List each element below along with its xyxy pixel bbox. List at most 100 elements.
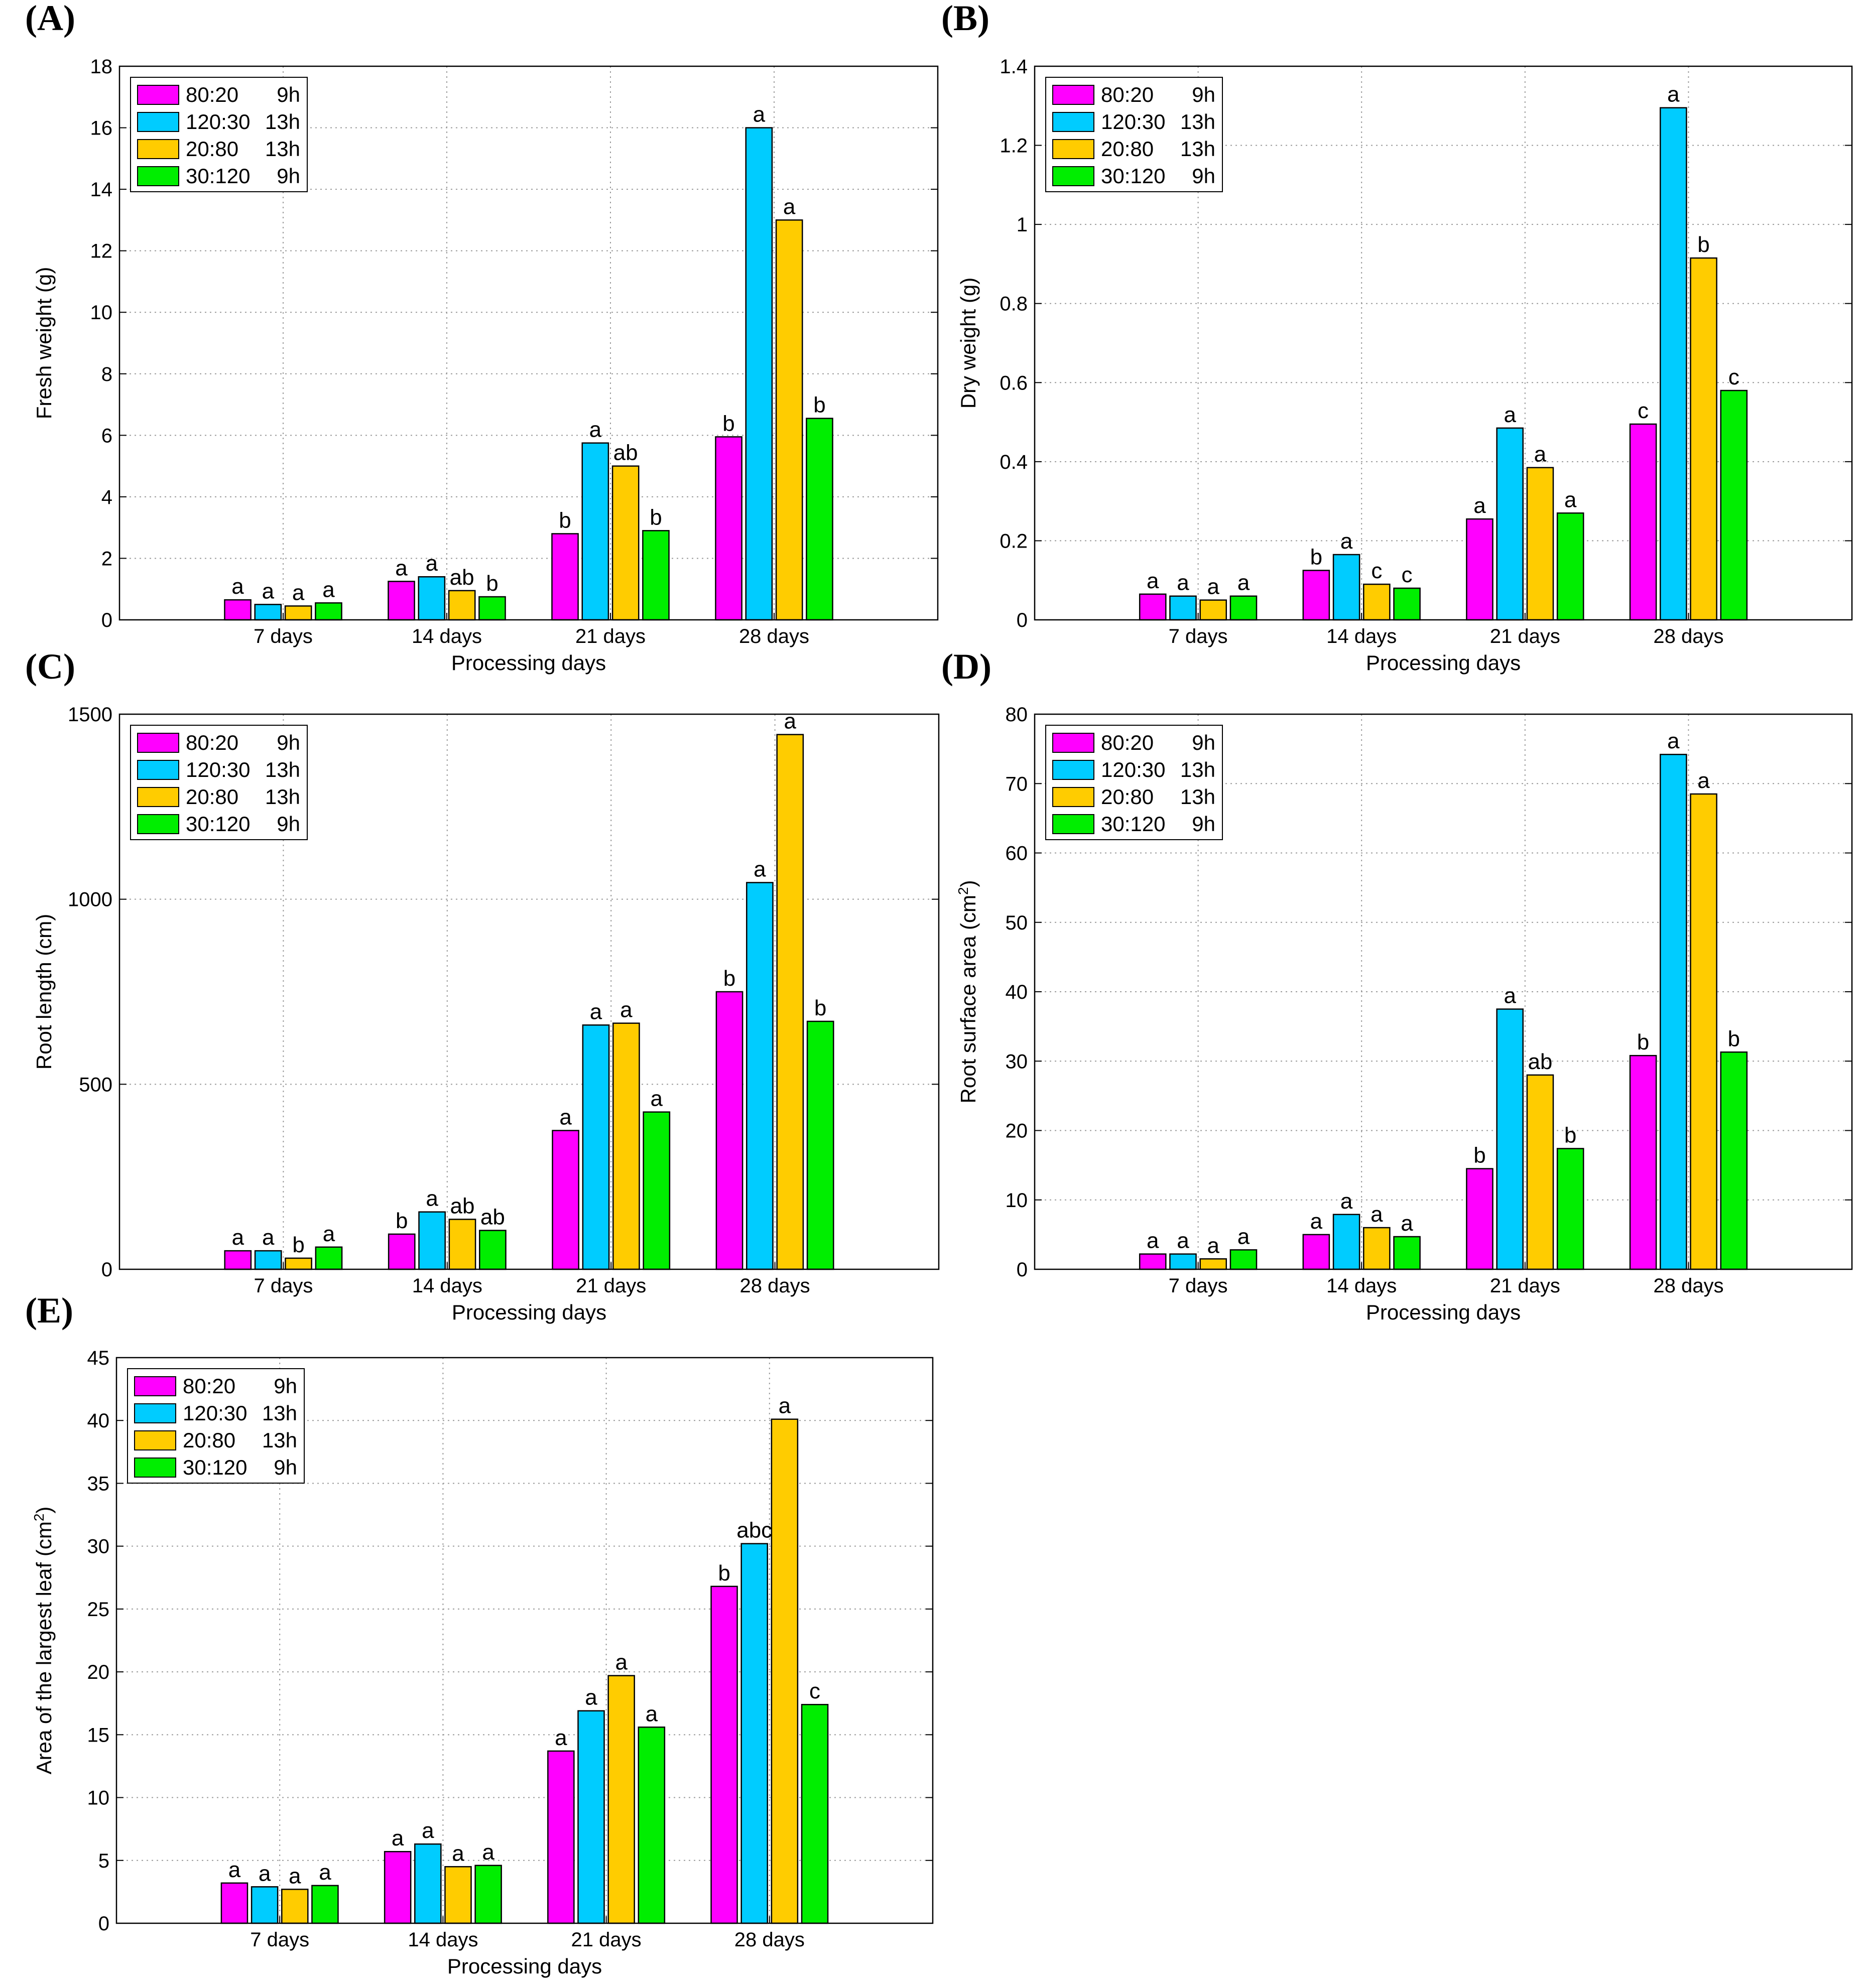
bar: [1556, 512, 1584, 621]
y-tick-label: 2: [101, 548, 112, 570]
significance-label: b: [814, 996, 826, 1020]
bar: [582, 1024, 610, 1270]
y-tick-label: 1.2: [1000, 135, 1028, 157]
legend-swatch: [1052, 733, 1094, 753]
legend-swatch: [1052, 139, 1094, 159]
bar: [388, 581, 415, 621]
bar: [1466, 1168, 1494, 1270]
legend-swatch: [137, 112, 179, 132]
legend-hours: 13h: [262, 1428, 297, 1452]
significance-label: a: [620, 998, 633, 1022]
x-tick-label: 28 days: [739, 625, 809, 647]
x-tick-label: 21 days: [576, 1275, 646, 1297]
bar: [1229, 1249, 1258, 1270]
bar: [775, 219, 803, 621]
significance-label: b: [1310, 545, 1322, 570]
legend-label: 80:20: [186, 83, 238, 106]
legend-hours: 13h: [265, 110, 300, 134]
bar: [1139, 1253, 1167, 1270]
significance-label: a: [426, 1186, 438, 1211]
x-tick-label: 28 days: [1653, 625, 1723, 647]
y-tick-label: 0.4: [1000, 451, 1028, 473]
bar: [285, 1257, 312, 1270]
legend-hours: 13h: [262, 1401, 297, 1425]
x-tick-label: 14 days: [1326, 1275, 1397, 1297]
significance-label: a: [422, 1818, 434, 1843]
legend-swatch: [137, 814, 179, 834]
bar: [1720, 389, 1748, 621]
bar: [474, 1865, 502, 1924]
x-tick-label: 7 days: [254, 1275, 313, 1297]
legend-label: 80:20: [183, 1374, 235, 1398]
bar: [1199, 599, 1227, 621]
legend-swatch: [134, 1403, 176, 1423]
legend-hours: 9h: [1192, 812, 1215, 836]
bar: [776, 734, 804, 1270]
legend-hours: 13h: [265, 785, 300, 809]
bar: [1393, 587, 1421, 621]
significance-label: ab: [480, 1205, 505, 1230]
significance-label: a: [1340, 529, 1353, 554]
legend-swatch: [1052, 85, 1094, 105]
y-tick-label: 0.8: [1000, 293, 1028, 315]
significance-label: a: [1207, 575, 1219, 599]
y-tick-label: 0: [101, 609, 112, 631]
legend-swatch: [134, 1457, 176, 1478]
bar: [581, 442, 609, 621]
significance-label: a: [1147, 1229, 1159, 1253]
y-tick-label: 0: [1017, 609, 1028, 631]
bar: [1526, 467, 1554, 621]
significance-label: a: [784, 709, 797, 734]
significance-label: a: [555, 1726, 567, 1750]
x-tick-label: 7 days: [254, 625, 313, 647]
x-tick-label: 28 days: [740, 1275, 810, 1297]
bar: [710, 1585, 738, 1924]
significance-label: ab: [1528, 1049, 1552, 1074]
significance-label: a: [589, 418, 602, 442]
legend-label: 20:80: [186, 137, 238, 161]
bar: [281, 1889, 309, 1924]
legend-hours: 13h: [265, 758, 300, 781]
legend-label: 30:120: [1101, 164, 1165, 188]
bar: [715, 991, 743, 1270]
x-axis-label: Processing days: [1366, 651, 1521, 675]
significance-label: ab: [450, 1194, 475, 1218]
bar: [1659, 753, 1687, 1270]
y-tick-label: 30: [87, 1536, 110, 1558]
y-tick-label: 16: [90, 117, 113, 140]
bar: [1496, 1008, 1524, 1270]
significance-label: b: [486, 571, 498, 596]
legend-hours: 13h: [1180, 110, 1215, 134]
legend-hours: 9h: [277, 731, 300, 754]
legend-swatch: [134, 1430, 176, 1450]
bar: [1466, 518, 1494, 621]
chart-panel: (A) 0 2 4 6 8 10 12 14 16 18 7 days 14 days 21 days 28…: [25, 0, 939, 675]
legend-swatch: [1052, 112, 1094, 132]
bar: [284, 605, 312, 621]
legend-label: 30:120: [186, 164, 250, 188]
bar: [1556, 1148, 1584, 1270]
x-tick-label: 7 days: [1169, 625, 1228, 647]
y-tick-label: 8: [101, 363, 112, 385]
legend-swatch: [1052, 166, 1094, 186]
plot-frame: [118, 65, 939, 621]
significance-label: b: [1473, 1143, 1485, 1168]
x-tick-label: 21 days: [1490, 625, 1560, 647]
x-tick-label: 21 days: [571, 1929, 642, 1951]
significance-label: a: [231, 574, 244, 599]
bar: [448, 590, 476, 621]
significance-label: b: [292, 1233, 304, 1257]
significance-label: b: [650, 505, 662, 529]
significance-label: c: [1402, 563, 1413, 587]
y-tick-label: 10: [1006, 1189, 1028, 1212]
y-tick-label: 50: [1006, 912, 1028, 934]
significance-label: a: [319, 1860, 331, 1885]
y-tick-label: 25: [87, 1599, 110, 1621]
plot-frame: [1034, 65, 1853, 621]
y-axis-label: Dry weight (g): [956, 278, 980, 409]
legend-label: 30:120: [186, 812, 250, 836]
legend-swatch: [137, 85, 179, 105]
significance-label: a: [262, 579, 275, 603]
legend-label: 120:30: [1101, 110, 1165, 134]
bar: [806, 418, 833, 621]
